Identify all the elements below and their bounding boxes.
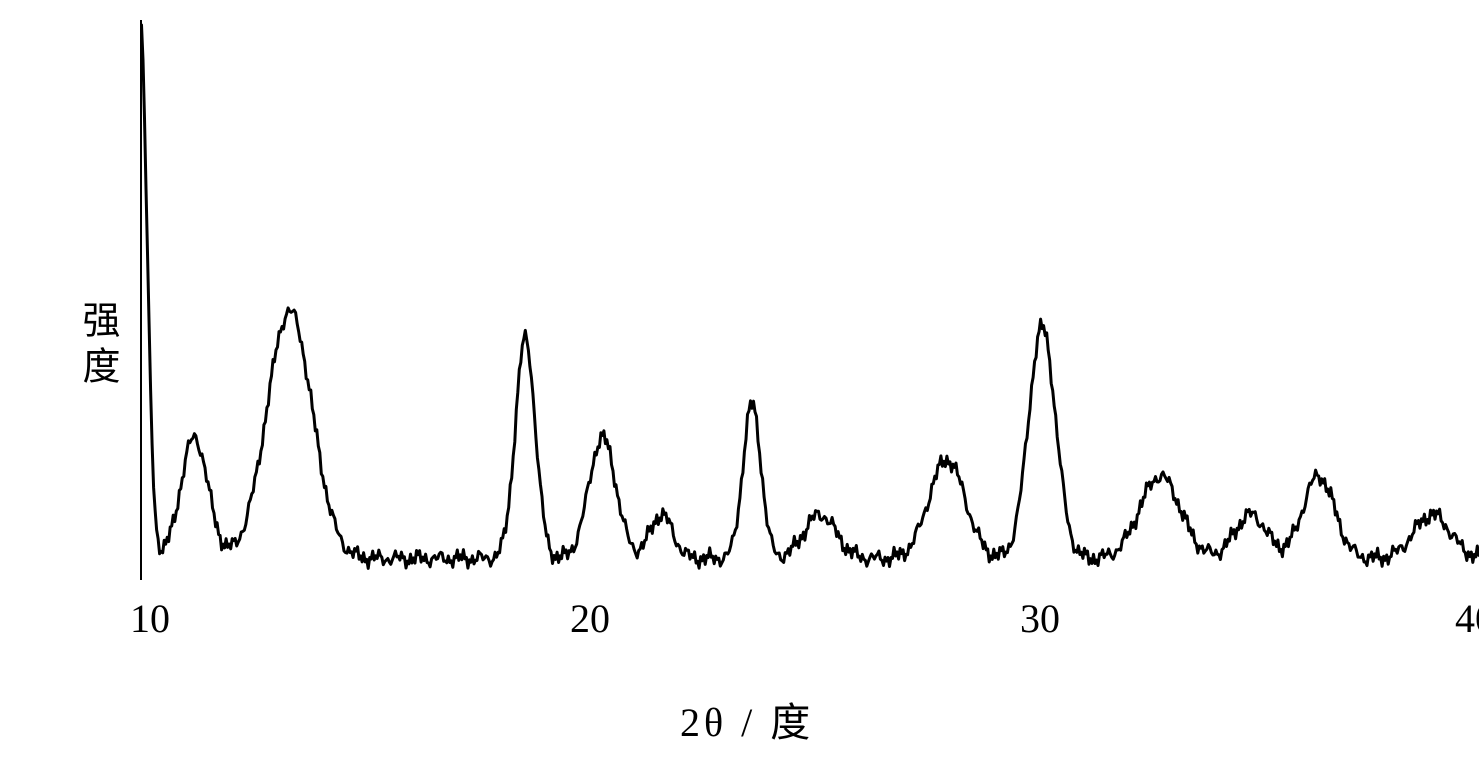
xrd-chart: 强度 10 20 30 40 2θ / 度 <box>60 20 1440 720</box>
y-axis-label: 强度 <box>70 300 125 392</box>
x-tick-40: 40 <box>1455 595 1479 642</box>
xrd-plot-svg <box>140 20 1479 620</box>
x-tick-20: 20 <box>570 595 610 642</box>
x-tick-10: 10 <box>130 595 170 642</box>
x-tick-30: 30 <box>1020 595 1060 642</box>
x-axis-label: 2θ / 度 <box>680 690 814 748</box>
xrd-trace <box>140 25 1479 568</box>
